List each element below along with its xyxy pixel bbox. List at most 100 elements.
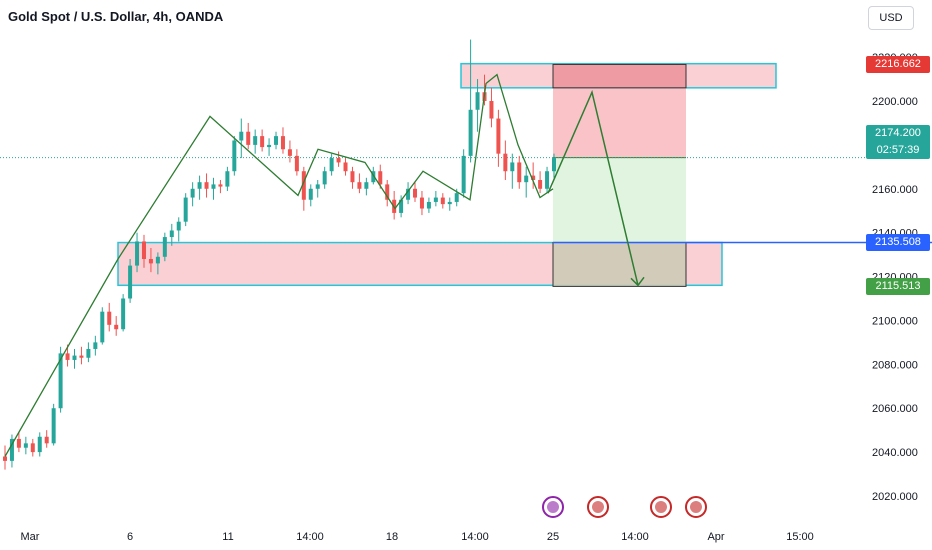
candle-body <box>468 109 473 156</box>
candle-body <box>114 324 119 330</box>
candle-body <box>30 443 35 453</box>
candle-body <box>72 355 77 360</box>
event-marker-dot <box>592 501 604 513</box>
candle-body <box>246 131 251 145</box>
candle-body <box>538 180 543 189</box>
chart-title: Gold Spot / U.S. Dollar, 4h, OANDA <box>8 9 224 24</box>
candle-body <box>301 171 306 200</box>
currency-button[interactable]: USD <box>868 6 914 30</box>
projection-arrow <box>547 89 639 286</box>
candle-body <box>253 136 258 145</box>
candle-body <box>461 155 466 194</box>
x-tick-label: 15:00 <box>786 531 814 543</box>
event-marker-dot <box>690 501 702 513</box>
candle-body <box>37 436 42 453</box>
candle-body <box>280 136 285 150</box>
candle-body <box>23 443 28 448</box>
candle-body <box>322 171 327 185</box>
x-tick-label: 6 <box>127 531 133 543</box>
candle-body <box>399 199 404 213</box>
x-tick-label: Mar <box>21 531 40 543</box>
x-tick-label: 18 <box>386 531 398 543</box>
candle-body <box>121 298 126 330</box>
candle-body <box>510 162 515 172</box>
candle-body <box>183 197 188 222</box>
candle-body <box>315 184 320 189</box>
candle-body <box>197 182 202 189</box>
pattern-zigzag <box>4 73 554 457</box>
stop-price-label: 2216.662 <box>866 55 930 73</box>
candle-body <box>503 153 508 172</box>
candle-body <box>155 256 160 264</box>
candle-body <box>426 201 431 209</box>
candle-body <box>433 197 438 202</box>
candle-body <box>232 140 237 172</box>
candle-body <box>406 188 411 200</box>
event-marker-dot <box>547 501 559 513</box>
candle-body <box>148 259 153 264</box>
y-tick-label: 2200.000 <box>872 96 918 108</box>
candle-body <box>239 131 244 141</box>
candle-body <box>176 221 181 231</box>
candle-body <box>58 353 63 409</box>
candle-body <box>267 144 272 148</box>
candle-body <box>260 136 265 148</box>
y-tick-label: 2160.000 <box>872 184 918 196</box>
candle-body <box>489 101 494 119</box>
y-tick-label: 2040.000 <box>872 447 918 459</box>
candle-body <box>190 188 195 198</box>
candle-body <box>204 182 209 189</box>
candle-body <box>364 182 369 189</box>
candle-body <box>329 158 334 172</box>
candle-body <box>336 158 341 163</box>
candle-body <box>454 193 459 202</box>
x-tick-label: 14:00 <box>461 531 489 543</box>
candle-body <box>531 175 536 180</box>
y-tick-label: 2060.000 <box>872 403 918 415</box>
candle-body <box>517 162 522 183</box>
candle-body <box>447 201 452 205</box>
x-tick-label: 14:00 <box>621 531 649 543</box>
candle-body <box>141 241 146 259</box>
x-tick-label: 11 <box>222 531 233 543</box>
candle-body <box>524 175 529 183</box>
target-price-label: 2115.513 <box>866 277 930 295</box>
arrow-head <box>630 276 645 287</box>
candle-body <box>86 348 91 358</box>
candle-body <box>93 342 98 349</box>
x-tick-label: Apr <box>707 531 724 543</box>
candle-body <box>475 92 480 110</box>
candle-body <box>419 197 424 209</box>
candle-body <box>308 188 313 200</box>
candle-body <box>552 158 556 172</box>
y-tick-label: 2080.000 <box>872 359 918 371</box>
candle-body <box>350 171 355 183</box>
candle-body <box>294 155 299 172</box>
candles <box>3 39 556 470</box>
candle-body <box>287 149 292 156</box>
countdown-timer: 02:57:39 <box>876 144 920 157</box>
candle-body <box>413 188 418 198</box>
candle-body <box>100 311 105 343</box>
y-tick-label: 2020.000 <box>872 491 918 503</box>
candle-body <box>545 171 550 189</box>
candle-body <box>162 237 167 257</box>
level-price-label: 2135.508 <box>866 234 930 252</box>
y-tick-label: 2100.000 <box>872 315 918 327</box>
candle-body <box>211 184 216 189</box>
candle-body <box>378 171 383 185</box>
candle-body <box>274 136 279 145</box>
candle-body <box>225 171 230 187</box>
candle-body <box>440 197 445 205</box>
candle-body <box>3 456 7 461</box>
candle-body <box>65 353 70 360</box>
candle-body <box>343 162 348 172</box>
time-axis: Mar 6 11 14:00 18 14:00 25 14:00 Apr 15:00 <box>21 531 814 543</box>
candle-body <box>371 171 376 183</box>
event-marker-dot <box>655 501 667 513</box>
current-price-label: 2174.200 02:57:39 <box>866 125 930 160</box>
candle-body <box>128 265 133 299</box>
candle-body <box>385 184 390 200</box>
candle-body <box>169 230 174 238</box>
